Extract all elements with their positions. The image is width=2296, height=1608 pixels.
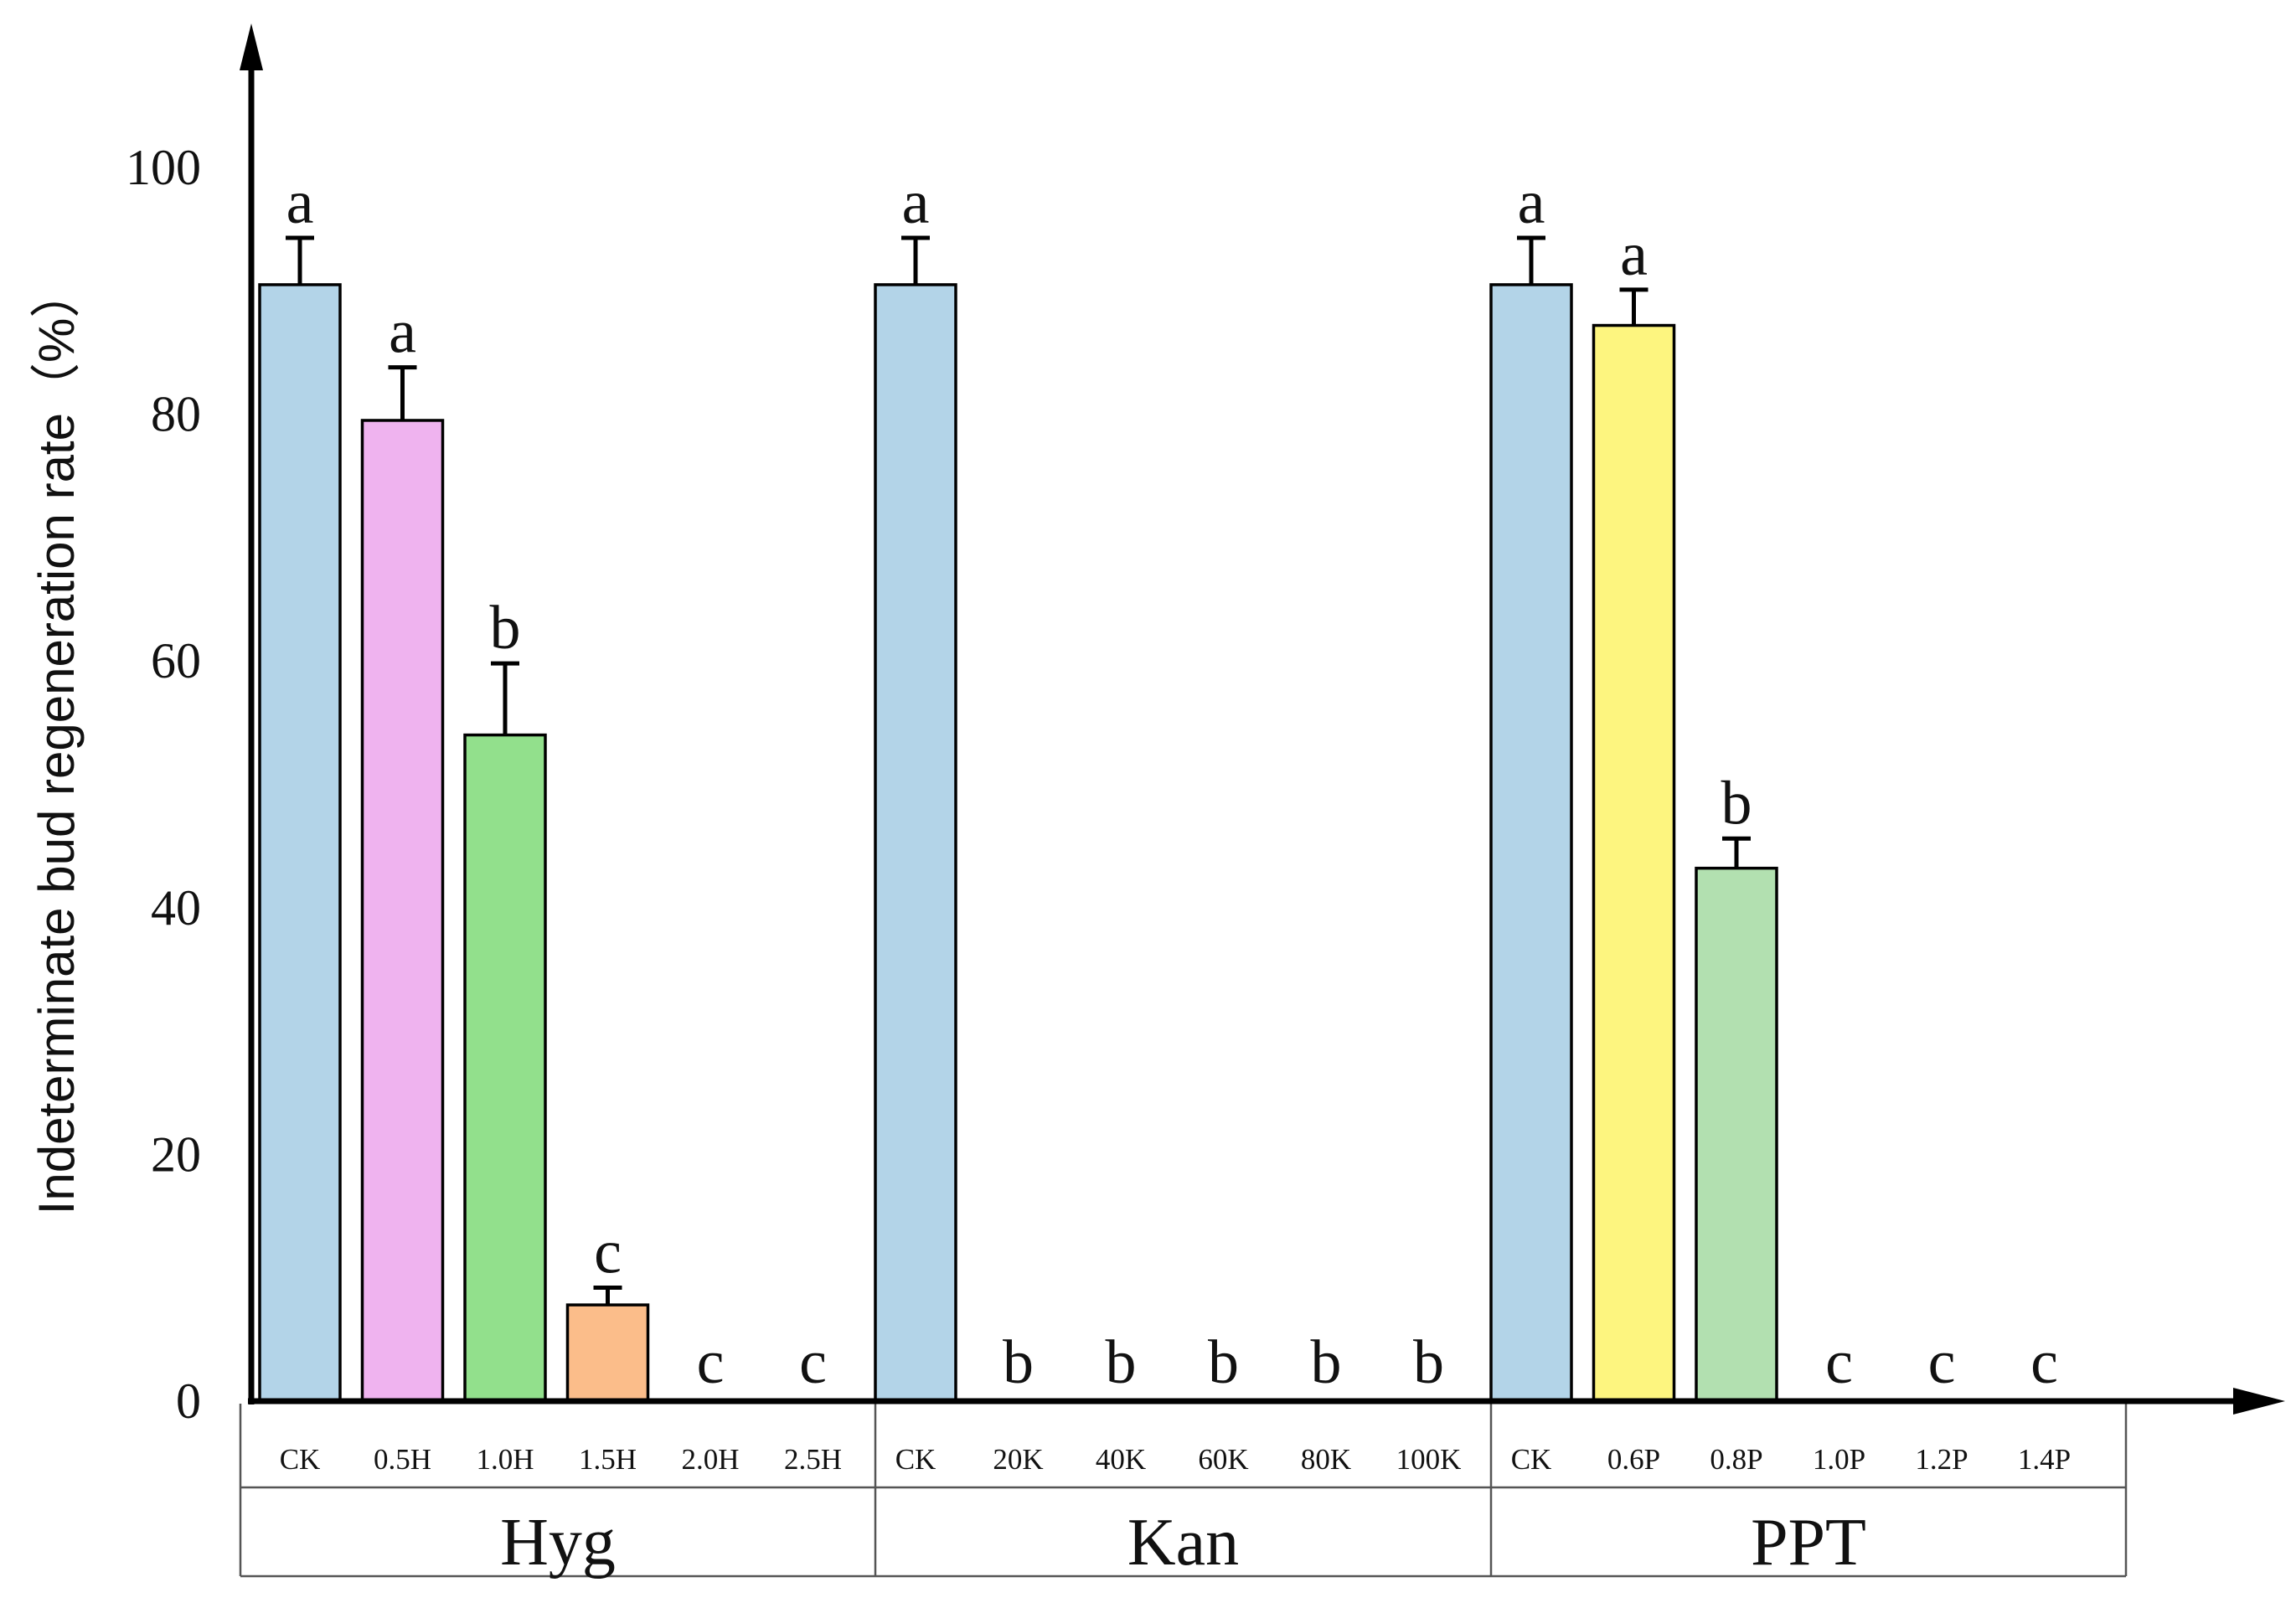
- category-table: [239, 1404, 2128, 1578]
- significance-letter: b: [1413, 1328, 1444, 1397]
- significance-letter: c: [594, 1218, 622, 1286]
- bars-layer: [258, 235, 1778, 1403]
- category-label: 1.5H: [579, 1443, 637, 1476]
- significance-letter: c: [697, 1328, 725, 1397]
- category-label: 1.0H: [476, 1443, 534, 1476]
- bar-hyg-1-0h: [463, 733, 547, 1403]
- bar-ppt-0-8p: [1695, 866, 1778, 1403]
- significance-letter: c: [2030, 1328, 2058, 1397]
- significance-letter: a: [1620, 220, 1648, 289]
- bar-hyg-ck: [258, 283, 342, 1403]
- y-axis-label: Indeterminate bud regeneration rate（%）: [28, 268, 85, 1215]
- significance-letter: c: [1825, 1328, 1853, 1397]
- bar-hyg-0-5h: [360, 419, 445, 1403]
- significance-letter: a: [1518, 168, 1545, 237]
- significance-letter: b: [1003, 1328, 1034, 1397]
- category-label: CK: [1511, 1443, 1552, 1476]
- category-label: 1.0P: [1813, 1443, 1865, 1476]
- group-label-ppt: PPT: [1751, 1506, 1866, 1580]
- x-axis-arrow-icon: [2233, 1388, 2285, 1415]
- y-tick-label: 100: [126, 140, 201, 195]
- significance-letter: b: [1208, 1328, 1239, 1397]
- significance-letter: b: [1106, 1328, 1137, 1397]
- category-label: 2.0H: [681, 1443, 739, 1476]
- y-tick-label: 0: [176, 1374, 201, 1429]
- category-label: 1.4P: [2018, 1443, 2071, 1476]
- significance-letter: c: [799, 1328, 827, 1397]
- significance-letter: a: [389, 298, 416, 367]
- bar-ppt-0-6p: [1592, 323, 1676, 1403]
- category-label: 60K: [1198, 1443, 1248, 1476]
- category-label: 2.5H: [784, 1443, 842, 1476]
- category-label: 40K: [1096, 1443, 1146, 1476]
- y-tick-label: 80: [151, 387, 201, 442]
- significance-letter: b: [1721, 769, 1752, 838]
- significance-letter: a: [286, 168, 314, 237]
- category-label: 100K: [1396, 1443, 1462, 1476]
- axes-layer: [240, 23, 2285, 1415]
- group-label-hyg: Hyg: [500, 1506, 616, 1580]
- group-label-kan: Kan: [1127, 1506, 1239, 1580]
- category-label: 20K: [993, 1443, 1043, 1476]
- bar-hyg-1-5h: [565, 1303, 650, 1403]
- category-label: 80K: [1301, 1443, 1351, 1476]
- significance-letter: b: [490, 594, 521, 662]
- bar-kan-ck: [874, 283, 957, 1403]
- labels-layer: a CK a 0.5H b 1.0H c 1.5H c 2.0H c 2.5H Hyg a CK b 20K b 4…: [28, 140, 2071, 1580]
- category-label: CK: [280, 1443, 321, 1476]
- y-tick-label: 40: [151, 880, 201, 935]
- y-tick-label: 60: [151, 633, 201, 688]
- category-label: CK: [895, 1443, 936, 1476]
- category-label: 0.6P: [1607, 1443, 1660, 1476]
- bar-ppt-ck: [1489, 283, 1573, 1403]
- y-axis-arrow-icon: [240, 23, 263, 70]
- category-label: 0.8P: [1710, 1443, 1762, 1476]
- significance-letter: c: [1928, 1328, 1956, 1397]
- significance-letter: b: [1311, 1328, 1342, 1397]
- significance-letter: a: [902, 168, 930, 237]
- category-label: 1.2P: [1915, 1443, 1968, 1476]
- y-tick-label: 20: [151, 1126, 201, 1182]
- category-label: 0.5H: [374, 1443, 431, 1476]
